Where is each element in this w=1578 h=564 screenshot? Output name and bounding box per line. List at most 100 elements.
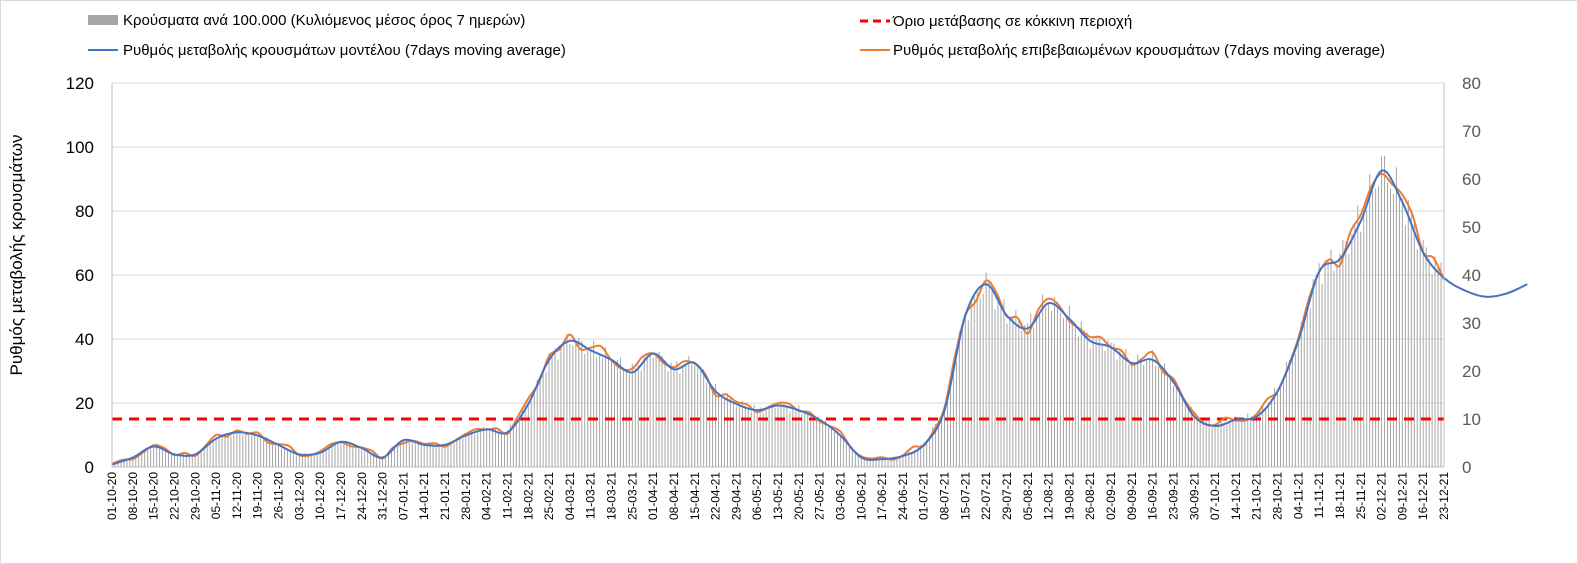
x-tick-20: 18-02-21 <box>521 472 535 520</box>
x-tick-42: 22-07-21 <box>979 472 993 520</box>
x-tick-61: 02-12-21 <box>1375 472 1389 520</box>
x-tick-23: 11-03-21 <box>584 472 598 519</box>
x-tick-29: 22-04-21 <box>709 472 723 520</box>
x-tick-56: 28-10-21 <box>1271 472 1285 520</box>
y-tick-right-8: 80 <box>1462 74 1481 93</box>
y-tick-left-1: 20 <box>75 394 94 413</box>
x-tick-17: 28-01-21 <box>459 472 473 520</box>
series-model-line <box>111 169 1528 466</box>
y-tick-right-6: 60 <box>1462 170 1481 189</box>
x-tick-49: 09-09-21 <box>1125 472 1139 520</box>
x-tick-43: 29-07-21 <box>1000 472 1014 520</box>
x-tick-25: 25-03-21 <box>625 472 639 520</box>
x-ticks: 01-10-20 08-10-20 15-10-20 22-10-20 29-10-20… <box>105 472 1451 520</box>
x-tick-63: 16-12-21 <box>1416 472 1430 520</box>
x-tick-58: 11-11-21 <box>1312 472 1326 519</box>
x-tick-53: 07-10-21 <box>1208 472 1222 520</box>
y-tick-right-0: 0 <box>1462 458 1471 477</box>
y-tick-right-4: 40 <box>1462 266 1481 285</box>
x-tick-21: 25-02-21 <box>542 472 556 520</box>
x-tick-62: 09-12-21 <box>1395 472 1409 520</box>
legend-label-threshold: Όριο μετάβασης σε κόκκινη περιοχή <box>892 13 1132 30</box>
legend-swatch-cases <box>88 15 118 25</box>
y-ticks-right: 0 10 20 30 40 50 60 70 80 <box>1462 74 1481 477</box>
y-tick-right-3: 30 <box>1462 314 1481 333</box>
legend-item-cases: Κρούσματα ανά 100.000 (Κυλιόμενος μέσος … <box>88 12 525 29</box>
legend-item-confirmed: Ρυθμός μεταβολής επιβεβαιωμένων κρουσμάτ… <box>860 42 1385 59</box>
x-tick-22: 04-03-21 <box>563 472 577 520</box>
axes <box>111 83 1445 468</box>
x-tick-52: 30-09-21 <box>1187 472 1201 520</box>
x-tick-3: 22-10-20 <box>167 472 181 520</box>
x-tick-48: 02-09-21 <box>1104 472 1118 520</box>
x-tick-8: 26-11-20 <box>272 472 286 519</box>
x-tick-59: 18-11-21 <box>1333 472 1347 519</box>
legend-label-cases: Κρούσματα ανά 100.000 (Κυλιόμενος μέσος … <box>123 12 525 29</box>
x-tick-15: 14-01-21 <box>417 472 431 520</box>
x-tick-51: 23-09-21 <box>1166 472 1180 520</box>
x-tick-26: 01-04-21 <box>646 472 660 520</box>
x-tick-4: 29-10-20 <box>188 472 202 520</box>
legend: Κρούσματα ανά 100.000 (Κυλιόμενος μέσος … <box>88 12 1385 59</box>
x-tick-38: 24-06-21 <box>896 472 910 520</box>
x-tick-44: 05-08-21 <box>1021 472 1035 520</box>
x-tick-16: 21-01-21 <box>438 472 452 520</box>
x-tick-28: 15-04-21 <box>688 472 702 520</box>
x-tick-24: 18-03-21 <box>605 472 619 520</box>
x-tick-11: 17-12-20 <box>334 472 348 520</box>
x-tick-32: 13-05-21 <box>771 472 785 520</box>
x-tick-18: 04-02-21 <box>480 472 494 520</box>
x-tick-30: 29-04-21 <box>729 472 743 520</box>
legend-label-model: Ρυθμός μεταβολής κρουσμάτων μοντέλου (7d… <box>123 42 566 59</box>
x-tick-35: 03-06-21 <box>833 472 847 520</box>
x-tick-10: 10-12-20 <box>313 472 327 520</box>
x-tick-57: 04-11-21 <box>1291 472 1305 519</box>
x-tick-27: 08-04-21 <box>667 472 681 520</box>
x-tick-9: 03-12-20 <box>292 472 306 520</box>
legend-item-threshold: Όριο μετάβασης σε κόκκινη περιοχή <box>860 13 1132 30</box>
y-tick-right-1: 10 <box>1462 410 1481 429</box>
x-tick-60: 25-11-21 <box>1354 472 1368 519</box>
x-tick-7: 19-11-20 <box>251 472 265 519</box>
x-tick-41: 15-07-21 <box>958 472 972 520</box>
x-tick-45: 12-08-21 <box>1042 472 1056 520</box>
x-tick-2: 15-10-20 <box>147 472 161 520</box>
x-tick-47: 26-08-21 <box>1083 472 1097 520</box>
y-tick-left-0: 0 <box>85 458 94 477</box>
x-tick-19: 11-02-21 <box>500 472 514 519</box>
x-tick-55: 21-10-21 <box>1250 472 1264 520</box>
x-tick-5: 05-11-20 <box>209 472 223 519</box>
y-tick-right-5: 50 <box>1462 218 1481 237</box>
y-tick-left-3: 60 <box>75 266 94 285</box>
y-tick-left-4: 80 <box>75 202 94 221</box>
x-tick-12: 24-12-20 <box>355 472 369 520</box>
legend-item-model: Ρυθμός μεταβολής κρουσμάτων μοντέλου (7d… <box>88 42 566 59</box>
x-tick-40: 08-07-21 <box>938 472 952 520</box>
x-tick-1: 08-10-20 <box>126 472 140 520</box>
x-tick-34: 27-05-21 <box>813 472 827 520</box>
y-tick-right-2: 20 <box>1462 362 1481 381</box>
y-tick-left-2: 40 <box>75 330 94 349</box>
x-tick-33: 20-05-21 <box>792 472 806 520</box>
x-tick-6: 12-11-20 <box>230 472 244 519</box>
x-tick-36: 10-06-21 <box>854 472 868 520</box>
y-tick-right-7: 70 <box>1462 122 1481 141</box>
x-tick-37: 17-06-21 <box>875 472 889 520</box>
x-tick-50: 16-09-21 <box>1146 472 1160 520</box>
x-tick-54: 14-10-21 <box>1229 472 1243 520</box>
y-axis-title-left: Ρυθμός μεταβολής κρουσμάτων <box>7 135 26 376</box>
x-tick-46: 19-08-21 <box>1062 472 1076 520</box>
series-confirmed-line <box>111 172 1445 465</box>
x-tick-0: 01-10-20 <box>105 472 119 520</box>
y-tick-left-6: 120 <box>66 74 94 93</box>
x-tick-64: 23-12-21 <box>1437 472 1451 520</box>
y-tick-left-5: 100 <box>66 138 94 157</box>
y-ticks-left: 0 20 40 60 80 100 120 <box>66 74 94 477</box>
x-tick-39: 01-07-21 <box>917 472 931 520</box>
legend-label-confirmed: Ρυθμός μεταβολής επιβεβαιωμένων κρουσμάτ… <box>893 42 1385 59</box>
x-tick-31: 06-05-21 <box>750 472 764 520</box>
x-tick-14: 07-01-21 <box>396 472 410 520</box>
lines-layer <box>111 169 1528 466</box>
